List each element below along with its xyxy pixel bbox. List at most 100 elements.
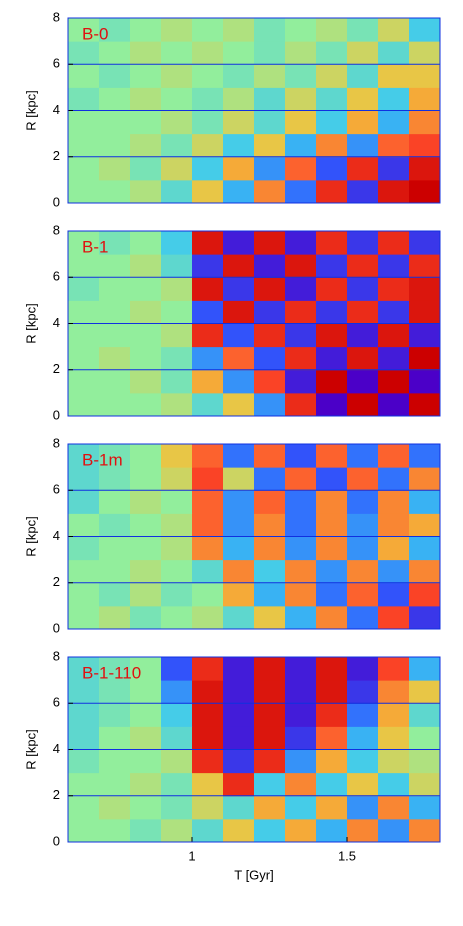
heat-cell bbox=[254, 605, 286, 630]
heat-cell bbox=[130, 605, 162, 630]
heat-cell bbox=[223, 582, 255, 607]
heat-cell bbox=[99, 703, 131, 727]
y-tick-label: 8 bbox=[53, 222, 60, 237]
y-axis-label: R [kpc] bbox=[23, 516, 38, 556]
heat-cell bbox=[223, 346, 255, 371]
heat-cell bbox=[99, 110, 131, 135]
heat-cell bbox=[223, 254, 255, 278]
y-tick-label: 4 bbox=[53, 315, 60, 330]
y-tick-label: 6 bbox=[53, 56, 60, 71]
heat-cell bbox=[409, 536, 441, 561]
heat-cell bbox=[409, 795, 441, 820]
heat-cell bbox=[68, 231, 100, 255]
heat-cell bbox=[316, 657, 348, 681]
y-axis-label: R [kpc] bbox=[23, 729, 38, 769]
heat-cell bbox=[347, 41, 379, 65]
heat-cell bbox=[347, 703, 379, 727]
x-axis-label: T [Gyr] bbox=[234, 867, 273, 882]
heat-cell bbox=[161, 64, 193, 88]
heat-cell bbox=[409, 156, 441, 181]
heat-cell bbox=[347, 444, 379, 468]
heat-cell bbox=[347, 467, 379, 491]
heat-cell bbox=[254, 392, 286, 417]
heat-cell bbox=[192, 605, 224, 630]
heat-cell bbox=[161, 369, 193, 394]
heat-cell bbox=[99, 513, 131, 537]
heat-cell bbox=[68, 605, 100, 630]
heat-cell bbox=[130, 536, 162, 561]
heat-cell bbox=[347, 231, 379, 255]
heat-cell bbox=[285, 392, 317, 417]
heat-cell bbox=[130, 346, 162, 371]
heat-cell bbox=[192, 726, 224, 750]
heat-cell bbox=[254, 156, 286, 181]
heat-cell bbox=[99, 467, 131, 491]
heat-cell bbox=[409, 392, 441, 417]
heat-cell bbox=[99, 133, 131, 158]
heat-cell bbox=[192, 818, 224, 843]
heat-cell bbox=[99, 300, 131, 324]
heat-cell bbox=[223, 559, 255, 584]
heat-cell bbox=[130, 680, 162, 704]
heat-cell bbox=[68, 467, 100, 491]
heat-cell bbox=[285, 582, 317, 607]
y-tick-label: 0 bbox=[53, 407, 60, 422]
heat-cell bbox=[192, 559, 224, 584]
heat-cell bbox=[192, 582, 224, 607]
heat-cell bbox=[254, 231, 286, 255]
heat-cell bbox=[130, 467, 162, 491]
heat-cell bbox=[254, 582, 286, 607]
heat-cell bbox=[316, 133, 348, 158]
heat-cell bbox=[192, 87, 224, 111]
heat-cell bbox=[347, 772, 379, 797]
heat-cell bbox=[192, 231, 224, 255]
heat-cell bbox=[285, 772, 317, 797]
heat-cell bbox=[192, 680, 224, 704]
heat-cell bbox=[409, 726, 441, 750]
heat-cell bbox=[161, 795, 193, 820]
y-tick-label: 8 bbox=[53, 648, 60, 663]
heat-cell bbox=[130, 18, 162, 42]
heat-cell bbox=[223, 703, 255, 727]
heat-cell bbox=[68, 156, 100, 181]
heat-cell bbox=[254, 726, 286, 750]
heat-cell bbox=[285, 818, 317, 843]
heat-cell bbox=[254, 18, 286, 42]
y-tick-label: 2 bbox=[53, 361, 60, 376]
heat-cell bbox=[409, 559, 441, 584]
heat-cell bbox=[378, 680, 410, 704]
heat-cell bbox=[192, 703, 224, 727]
heat-cell bbox=[68, 64, 100, 88]
heat-cell bbox=[409, 680, 441, 704]
heat-cell bbox=[223, 680, 255, 704]
heat-cell bbox=[409, 133, 441, 158]
heat-cell bbox=[192, 64, 224, 88]
heat-cell bbox=[99, 87, 131, 111]
panel-label: B-1-110 bbox=[82, 663, 141, 682]
heat-cell bbox=[409, 490, 441, 514]
heat-cell bbox=[68, 490, 100, 514]
heat-cell bbox=[378, 559, 410, 584]
heat-cell bbox=[316, 726, 348, 750]
heat-cell bbox=[347, 749, 379, 774]
heat-cell bbox=[409, 300, 441, 324]
heat-cell bbox=[99, 605, 131, 630]
heat-cell bbox=[378, 605, 410, 630]
heat-cell bbox=[161, 231, 193, 255]
heat-cell bbox=[99, 795, 131, 820]
heat-cell bbox=[378, 536, 410, 561]
heat-cell bbox=[347, 726, 379, 750]
heat-cell bbox=[254, 818, 286, 843]
heat-cell bbox=[254, 323, 286, 348]
heat-cell bbox=[409, 179, 441, 204]
heat-cell bbox=[378, 444, 410, 468]
heat-cell bbox=[130, 277, 162, 301]
plot-frame bbox=[67, 17, 441, 204]
heat-cell bbox=[130, 582, 162, 607]
heat-cell bbox=[285, 156, 317, 181]
panel-label: B-1 bbox=[82, 237, 108, 256]
heat-cell bbox=[192, 490, 224, 514]
heat-cell bbox=[99, 156, 131, 181]
heat-cell bbox=[378, 277, 410, 301]
heat-cell bbox=[68, 323, 100, 348]
